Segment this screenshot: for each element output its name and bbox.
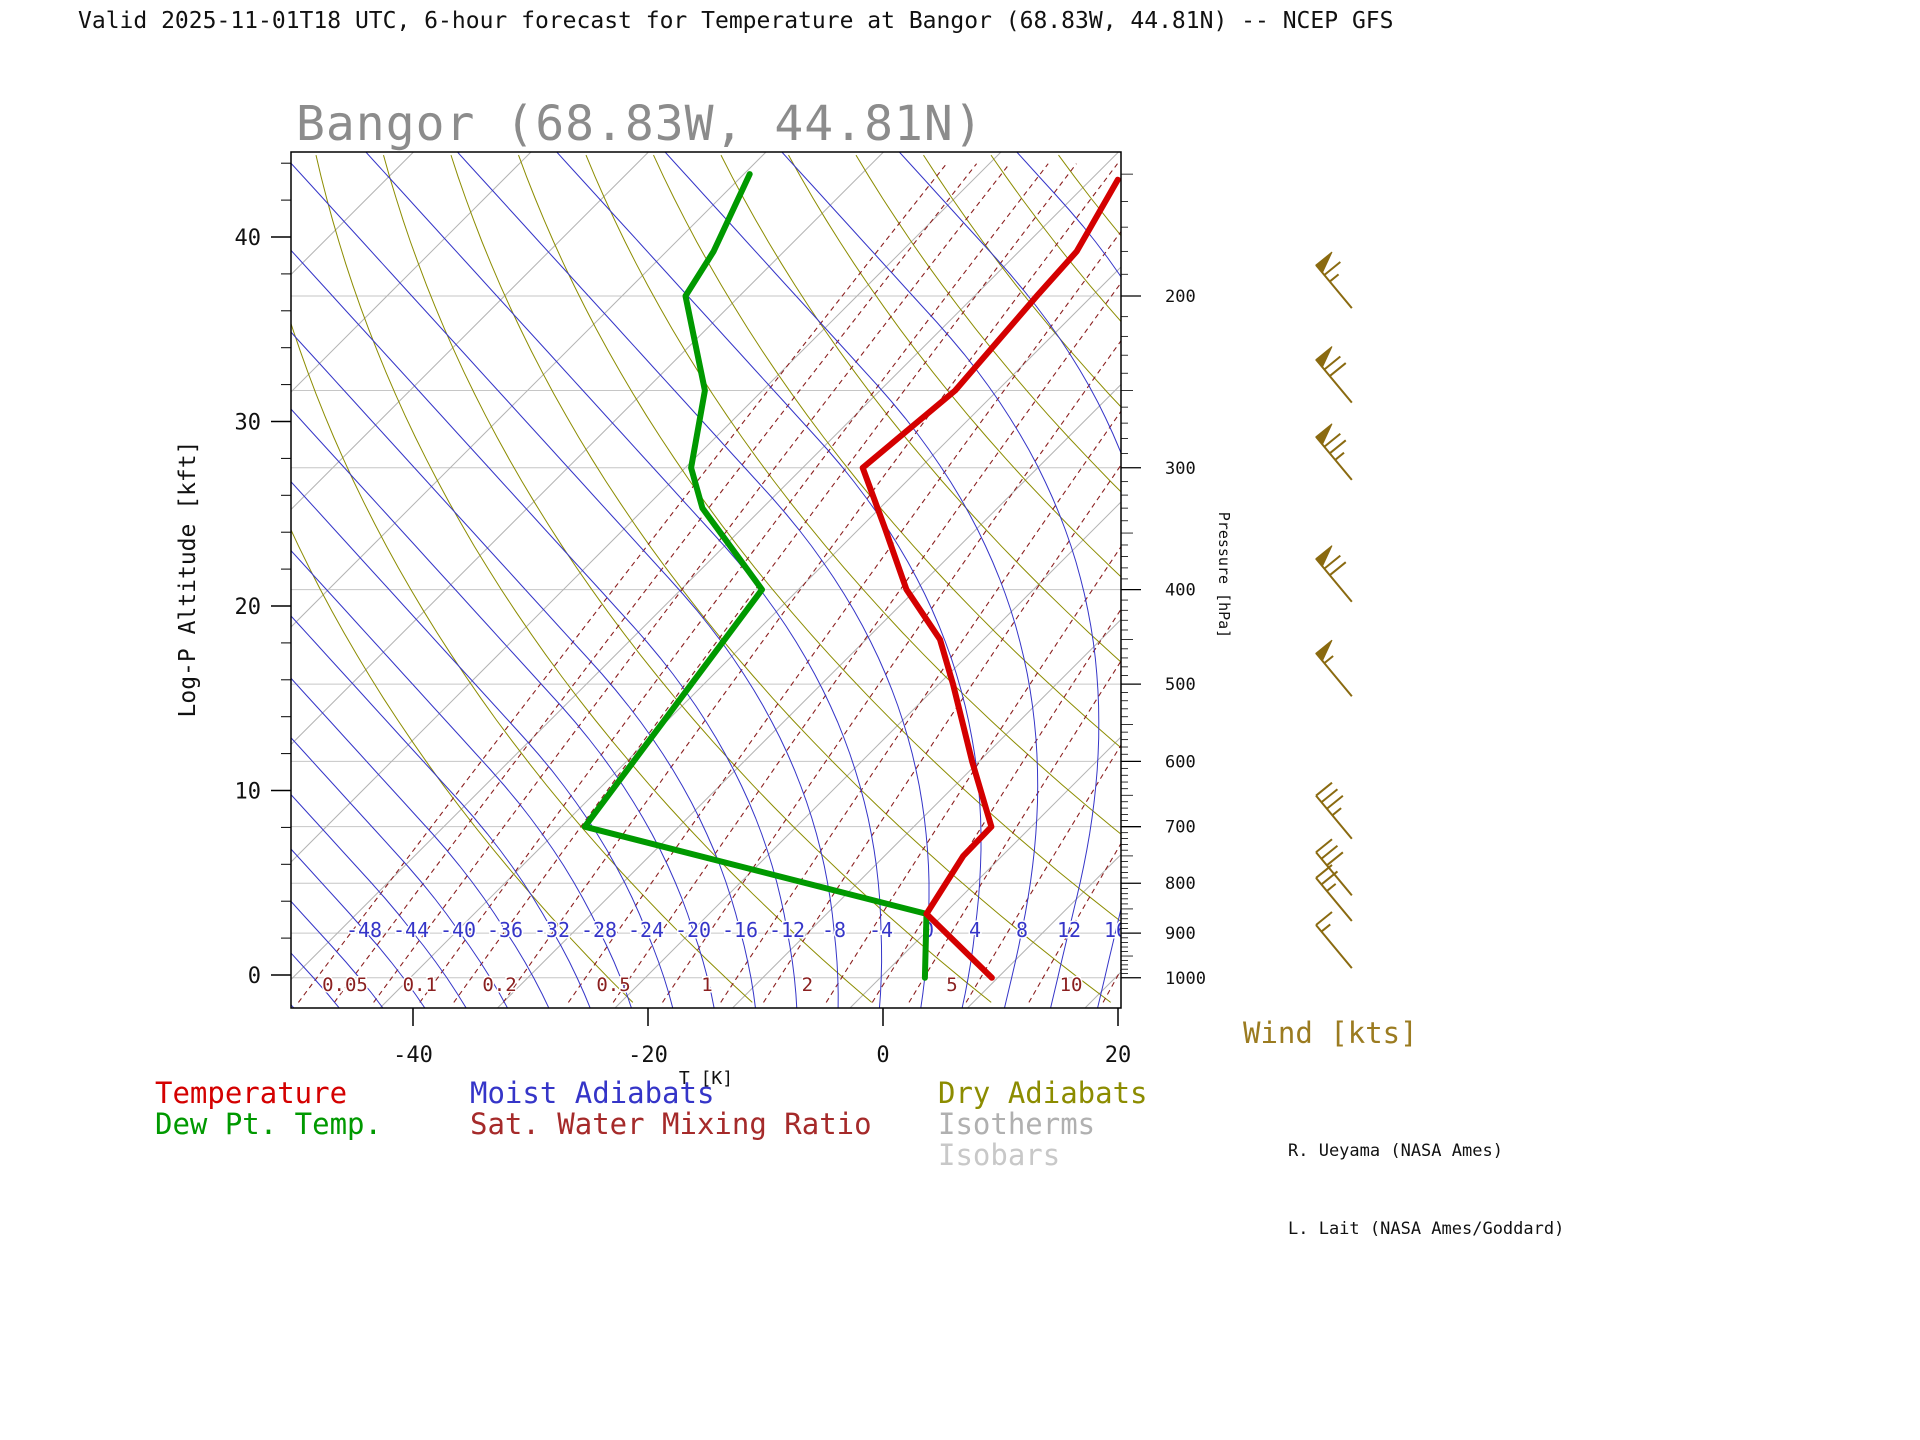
x-axis-label: T [K] bbox=[678, 1068, 734, 1089]
altitude-tick-label: 20 bbox=[235, 595, 262, 620]
legend-item-temperature: Temperature bbox=[155, 1076, 348, 1110]
wind-barb bbox=[1315, 864, 1353, 922]
legend-item-moist-adiabats: Moist Adiabats bbox=[470, 1076, 715, 1110]
credits: R. Ueyama (NASA Ames) L. Lait (NASA Ames… bbox=[1288, 1086, 1564, 1294]
credit-line: R. Ueyama (NASA Ames) bbox=[1288, 1141, 1503, 1161]
moist-adiabat-label: -44 bbox=[393, 918, 429, 942]
temperature-tick-label: 0 bbox=[876, 1043, 889, 1068]
altitude-tick-label: 30 bbox=[235, 411, 262, 436]
pressure-tick-label: 400 bbox=[1165, 581, 1196, 601]
moist-adiabat-label: -48 bbox=[346, 918, 382, 942]
pressure-axis: 200 300 400 500 600 700 800 900 1000 bbox=[1121, 173, 1206, 989]
mixing-ratio-label: 0.1 bbox=[403, 974, 437, 996]
mixing-ratio-label: 1 bbox=[701, 974, 712, 996]
in-plot-labels: -48 -44 -40 -36 -32 -28 -24 -20 -16 -12 -8 -4 0 4 8 12 1… bbox=[321, 917, 1128, 998]
wind-barb bbox=[1315, 423, 1353, 481]
legend-column: Dry Adiabats Isotherms Isobars bbox=[938, 1078, 1148, 1171]
wind-barbs bbox=[1315, 251, 1353, 969]
mixing-ratio-lines bbox=[297, 163, 1121, 1003]
altitude-tick-label: 0 bbox=[248, 964, 261, 989]
temperature-axis: -40 -20 0 20 bbox=[393, 1008, 1131, 1068]
mixing-ratio-label: 2 bbox=[802, 974, 813, 996]
pressure-tick-label: 500 bbox=[1165, 675, 1196, 695]
wind-barb bbox=[1315, 346, 1353, 404]
moist-adiabat-label: 4 bbox=[969, 918, 981, 942]
y-axis-label: Log-P Altitude [kft] bbox=[175, 440, 201, 718]
legend-column: Temperature Dew Pt. Temp. bbox=[155, 1078, 382, 1140]
wind-barb bbox=[1315, 251, 1353, 309]
pressure-tick-label: 800 bbox=[1165, 874, 1196, 894]
moist-adiabat-label: -28 bbox=[581, 918, 617, 942]
isotherms bbox=[291, 152, 1121, 1008]
moist-adiabat-label: -12 bbox=[769, 918, 805, 942]
dewpoint-line bbox=[581, 171, 930, 981]
moist-adiabat-label: -4 bbox=[869, 918, 893, 942]
mixing-ratio-label: 5 bbox=[946, 974, 957, 996]
pressure-tick-label: 600 bbox=[1165, 752, 1196, 772]
moist-adiabat-label: -8 bbox=[822, 918, 846, 942]
chart-title: Bangor (68.83W, 44.81N) bbox=[296, 96, 984, 152]
pressure-tick-label: 300 bbox=[1165, 459, 1196, 479]
moist-adiabats bbox=[291, 152, 1121, 1008]
wind-barb bbox=[1315, 911, 1353, 969]
altitude-tick-label: 10 bbox=[235, 780, 262, 805]
mixing-ratio-label: 0.5 bbox=[596, 974, 630, 996]
temperature-tick-label: 20 bbox=[1105, 1043, 1132, 1068]
pressure-tick-label: 700 bbox=[1165, 818, 1196, 838]
pressure-tick-label: 200 bbox=[1165, 287, 1196, 307]
mixing-ratio-label: 0.05 bbox=[322, 974, 368, 996]
altitude-tick-label: 40 bbox=[235, 226, 262, 251]
legend-column: Moist Adiabats Sat. Water Mixing Ratio bbox=[470, 1078, 872, 1140]
moist-adiabat-label: -40 bbox=[440, 918, 476, 942]
pressure-tick-label: 900 bbox=[1165, 924, 1196, 944]
wind-barb bbox=[1315, 838, 1353, 896]
legend-item-isotherms: Isotherms bbox=[938, 1107, 1096, 1141]
temperature-line bbox=[859, 176, 1121, 981]
wind-units-label: Wind [kts] bbox=[1243, 1016, 1418, 1050]
legend-item-isobars: Isobars bbox=[938, 1138, 1061, 1172]
moist-adiabat-label: -16 bbox=[722, 918, 758, 942]
moist-adiabat-label: -20 bbox=[675, 918, 711, 942]
wind-barb bbox=[1315, 781, 1353, 840]
pressure-axis-label: Pressure [hPa] bbox=[1215, 511, 1233, 639]
pressure-tick-label: 1000 bbox=[1165, 969, 1206, 989]
temperature-tick-label: -40 bbox=[393, 1043, 433, 1068]
mixing-ratio-label: 0.2 bbox=[482, 974, 516, 996]
moist-adiabat-label: -32 bbox=[534, 918, 570, 942]
wind-barb bbox=[1315, 545, 1353, 603]
moist-adiabat-label: 12 bbox=[1057, 918, 1081, 942]
plot-area: -48 -44 -40 -36 -32 -28 -24 -20 -16 -12 -8 -4 0 4 8 12 1… bbox=[291, 152, 1128, 1008]
moist-adiabat-label: -36 bbox=[487, 918, 523, 942]
plot-frame bbox=[290, 151, 1122, 1009]
wind-barb bbox=[1315, 639, 1353, 697]
credit-line: L. Lait (NASA Ames/Goddard) bbox=[1288, 1219, 1565, 1239]
legend-item-dew-pt-temp: Dew Pt. Temp. bbox=[155, 1107, 382, 1141]
altitude-axis: 0 10 20 30 40 bbox=[235, 162, 291, 989]
legend-item-sat-water-mixing-ratio: Sat. Water Mixing Ratio bbox=[470, 1107, 872, 1141]
moist-adiabat-label: 8 bbox=[1016, 918, 1028, 942]
moist-adiabat-label: 16 bbox=[1104, 918, 1128, 942]
moist-adiabat-label: -24 bbox=[628, 918, 664, 942]
legend-item-dry-adiabats: Dry Adiabats bbox=[938, 1076, 1148, 1110]
temperature-tick-label: -20 bbox=[628, 1043, 668, 1068]
mixing-ratio-label: 10 bbox=[1060, 974, 1083, 996]
page-title: Valid 2025-11-01T18 UTC, 6-hour forecast… bbox=[78, 8, 1394, 34]
